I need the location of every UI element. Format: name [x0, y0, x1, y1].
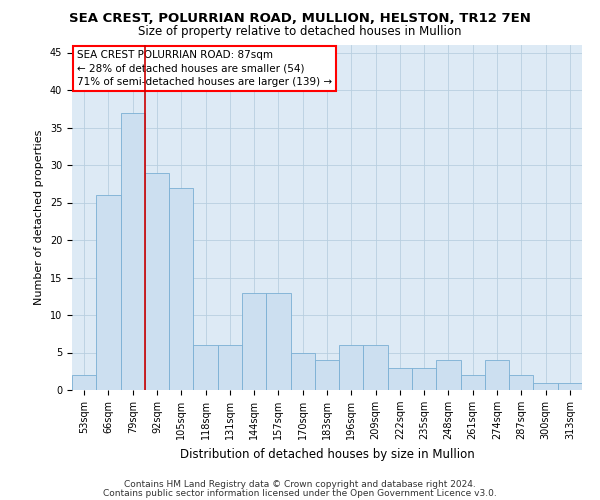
Bar — [169, 188, 193, 390]
Bar — [315, 360, 339, 390]
Bar — [485, 360, 509, 390]
Bar — [509, 375, 533, 390]
X-axis label: Distribution of detached houses by size in Mullion: Distribution of detached houses by size … — [179, 448, 475, 460]
Bar — [558, 382, 582, 390]
Bar — [412, 368, 436, 390]
Bar — [121, 112, 145, 390]
Text: Contains HM Land Registry data © Crown copyright and database right 2024.: Contains HM Land Registry data © Crown c… — [124, 480, 476, 489]
Text: Contains public sector information licensed under the Open Government Licence v3: Contains public sector information licen… — [103, 488, 497, 498]
Bar — [96, 195, 121, 390]
Y-axis label: Number of detached properties: Number of detached properties — [34, 130, 44, 305]
Bar — [145, 172, 169, 390]
Bar — [290, 352, 315, 390]
Bar — [339, 345, 364, 390]
Bar — [533, 382, 558, 390]
Bar — [436, 360, 461, 390]
Bar — [266, 292, 290, 390]
Bar — [193, 345, 218, 390]
Bar — [364, 345, 388, 390]
Bar — [242, 292, 266, 390]
Bar — [72, 375, 96, 390]
Text: Size of property relative to detached houses in Mullion: Size of property relative to detached ho… — [138, 25, 462, 38]
Bar — [388, 368, 412, 390]
Text: SEA CREST, POLURRIAN ROAD, MULLION, HELSTON, TR12 7EN: SEA CREST, POLURRIAN ROAD, MULLION, HELS… — [69, 12, 531, 26]
Bar — [461, 375, 485, 390]
Text: SEA CREST POLURRIAN ROAD: 87sqm
← 28% of detached houses are smaller (54)
71% of: SEA CREST POLURRIAN ROAD: 87sqm ← 28% of… — [77, 50, 332, 86]
Bar — [218, 345, 242, 390]
